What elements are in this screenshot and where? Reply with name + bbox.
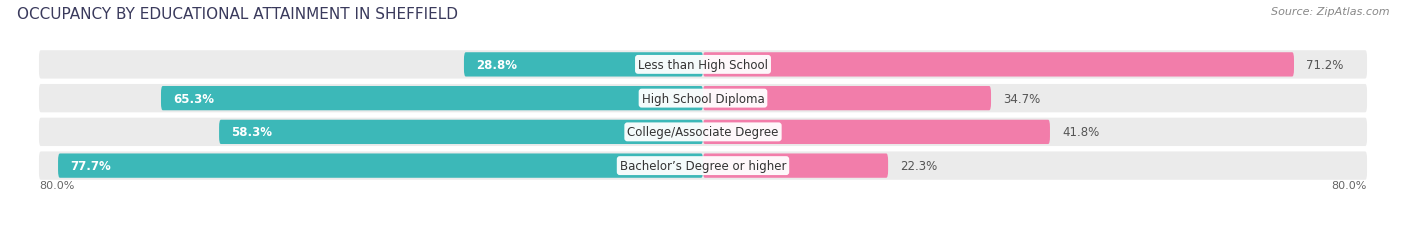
Text: High School Diploma: High School Diploma xyxy=(641,92,765,105)
Text: Bachelor’s Degree or higher: Bachelor’s Degree or higher xyxy=(620,159,786,172)
FancyBboxPatch shape xyxy=(703,154,889,178)
FancyBboxPatch shape xyxy=(464,53,703,77)
Text: 80.0%: 80.0% xyxy=(1331,180,1367,190)
FancyBboxPatch shape xyxy=(160,87,703,111)
FancyBboxPatch shape xyxy=(39,152,1367,180)
FancyBboxPatch shape xyxy=(39,118,1367,146)
Text: 71.2%: 71.2% xyxy=(1306,59,1344,72)
Text: 22.3%: 22.3% xyxy=(901,159,938,172)
FancyBboxPatch shape xyxy=(703,87,991,111)
Text: 34.7%: 34.7% xyxy=(1004,92,1040,105)
Text: Source: ZipAtlas.com: Source: ZipAtlas.com xyxy=(1271,7,1389,17)
Text: 41.8%: 41.8% xyxy=(1063,126,1099,139)
FancyBboxPatch shape xyxy=(39,51,1367,79)
FancyBboxPatch shape xyxy=(703,120,1050,144)
Text: OCCUPANCY BY EDUCATIONAL ATTAINMENT IN SHEFFIELD: OCCUPANCY BY EDUCATIONAL ATTAINMENT IN S… xyxy=(17,7,458,22)
FancyBboxPatch shape xyxy=(219,120,703,144)
Text: College/Associate Degree: College/Associate Degree xyxy=(627,126,779,139)
FancyBboxPatch shape xyxy=(703,53,1294,77)
Text: 65.3%: 65.3% xyxy=(173,92,215,105)
FancyBboxPatch shape xyxy=(39,85,1367,113)
Text: 80.0%: 80.0% xyxy=(39,180,75,190)
Text: Less than High School: Less than High School xyxy=(638,59,768,72)
Text: 77.7%: 77.7% xyxy=(70,159,111,172)
Text: 58.3%: 58.3% xyxy=(232,126,273,139)
Text: 28.8%: 28.8% xyxy=(477,59,517,72)
FancyBboxPatch shape xyxy=(58,154,703,178)
